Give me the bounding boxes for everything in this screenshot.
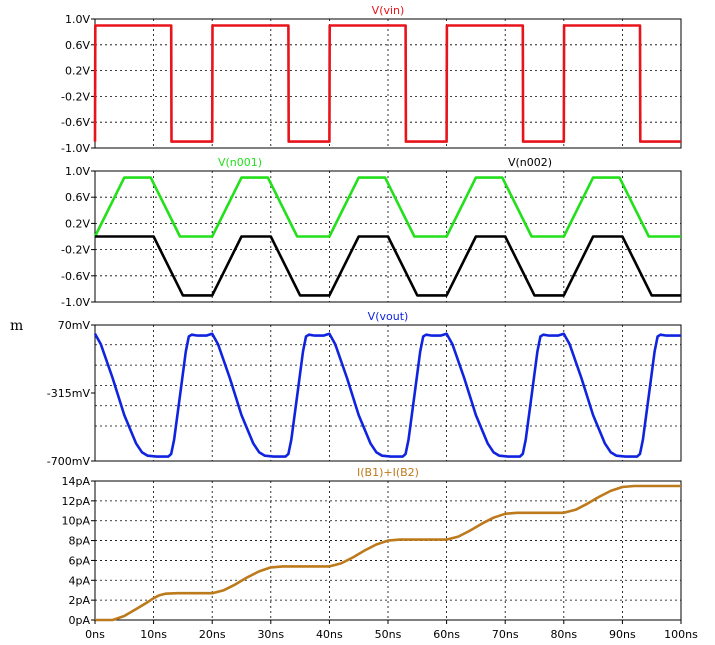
y-tick-label: -1.0V — [61, 296, 90, 309]
y-tick-label: 8pA — [68, 535, 90, 548]
y-tick-label: 14pA — [61, 475, 90, 488]
y-tick-label: -0.6V — [61, 116, 90, 129]
y-tick-label: 12pA — [61, 495, 90, 508]
series-title: V(vin) — [372, 4, 405, 17]
x-tick-label: 0ns — [85, 628, 105, 641]
x-tick-label: 20ns — [199, 628, 226, 641]
y-tick-label: 6pA — [68, 554, 90, 567]
series-title: I(B1)+I(B2) — [357, 466, 419, 479]
y-tick-label: -0.6V — [61, 270, 90, 283]
y-tick-label: 10pA — [61, 515, 90, 528]
y-tick-label: 70mV — [58, 319, 91, 332]
series-line — [93, 24, 681, 143]
x-tick-label: 10ns — [140, 628, 167, 641]
x-tick-label: 40ns — [316, 628, 343, 641]
x-tick-label: 30ns — [257, 628, 284, 641]
series-line — [93, 332, 681, 458]
y-tick-label: -0.2V — [61, 90, 90, 103]
pane-vout: 70mV -315mV -700mV V(vout) — [47, 310, 682, 468]
x-tick-label: 70ns — [492, 628, 519, 641]
series-title: V(vout) — [368, 310, 409, 323]
side-mark: m — [10, 318, 23, 334]
pane-vin: 1.0V 0.6V 0.2V -0.2V -0.6V -1.0V V(vin) — [61, 4, 682, 155]
y-tick-label: -700mV — [47, 455, 91, 468]
series-line — [95, 484, 681, 622]
y-tick-label: 1.0V — [65, 165, 90, 178]
y-tick-label: -0.2V — [61, 244, 90, 257]
series-title: V(n001) — [218, 156, 262, 169]
y-tick-label: 0.6V — [65, 191, 90, 204]
y-tick-label: 1.0V — [65, 13, 90, 26]
series-line — [93, 176, 681, 238]
x-tick-label: 60ns — [433, 628, 460, 641]
y-tick-label: 0.2V — [65, 65, 90, 78]
y-tick-label: -1.0V — [61, 142, 90, 155]
x-axis: 0ns 10ns 20ns 30ns 40ns 50ns 60ns 70ns 80ns 90ns 1… — [85, 620, 698, 641]
y-tick-label: 0.2V — [65, 217, 90, 230]
x-tick-label: 100ns — [664, 628, 698, 641]
pane-n001-n002: 1.0V 0.6V 0.2V -0.2V -0.6V -1.0V V(n001) V(n002… — [61, 156, 682, 309]
series-title: V(n002) — [508, 156, 552, 169]
y-tick-label: -315mV — [47, 387, 91, 400]
x-tick-label: 90ns — [609, 628, 636, 641]
y-tick-label: 0.6V — [65, 39, 90, 52]
series-line — [95, 235, 681, 297]
plot-frame — [94, 18, 682, 149]
pane-current: 14pA 12pA 10pA 8pA 6pA 4pA 2pA 0pA I(B1)+I(B2) — [61, 466, 682, 627]
y-tick-label: 0pA — [68, 614, 90, 627]
x-tick-label: 50ns — [375, 628, 402, 641]
y-tick-label: 2pA — [68, 594, 90, 607]
x-tick-label: 80ns — [550, 628, 577, 641]
y-tick-label: 4pA — [68, 574, 90, 587]
